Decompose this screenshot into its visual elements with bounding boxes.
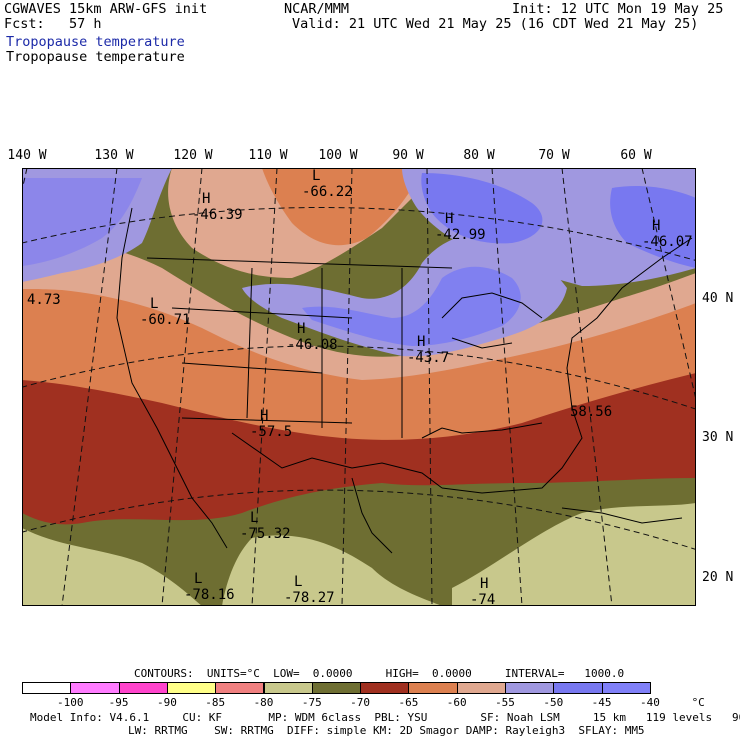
map-label-value: -46.07 [642,234,693,250]
lon-label-80w: 80 W [463,148,495,163]
colorbar-swatch [70,682,120,694]
colorbar-swatch [553,682,603,694]
map-label-value: -75.32 [240,526,291,542]
map-label-type: L [150,296,158,312]
map-label-value: -43.7 [407,350,449,366]
temp-band-khaki-se [452,503,696,606]
boundaries [116,207,693,554]
colorbar-level-label: -85 [205,696,226,709]
map-label-type: H [445,211,453,227]
temp-band-blue-west [22,178,142,266]
map-label-type: L [194,571,202,587]
field-title-2: Tropopause temperature [6,49,185,65]
model-info-line2: LW: RRTMG SW: RRTMG DIFF: simple KM: 2D … [128,724,645,737]
colorbar-level-label: -95 [108,696,129,709]
lon-label-120w: 120 W [173,148,213,163]
colorbar-level-label: -55 [495,696,515,709]
map-label-type: H [260,408,268,424]
colorbar-swatch [456,682,506,694]
lon-label-140w: 140 W [7,148,47,163]
colorbar-level-label: -65 [398,696,419,709]
map-label-value: -60.71 [140,312,191,328]
lon-label-90w: 90 W [392,148,424,163]
map-label-type: H [480,576,488,592]
init-time: Init: 12 UTC Mon 19 May 25 [512,1,724,17]
map-label-value: -46.39 [192,207,243,223]
model-title: CGWAVES 15km ARW-GFS init [4,1,208,17]
lon-label-70w: 70 W [538,148,570,163]
map-label-type: H [202,191,210,207]
map-label-type: L [312,168,320,184]
lat-label-30n: 30 N [702,430,734,445]
colorbar-level-label: -100 [57,696,84,709]
map-label-type: H [652,218,660,234]
colorbar-swatch [311,682,362,694]
org-label: NCAR/MMM [284,1,350,17]
map-label-value: -78.16 [184,587,235,603]
temp-band-salmon [22,228,696,380]
tropopause-temperature-map: L-66.22H-46.39 H-42.99H-46.074.73 L-60.71H… [22,168,696,606]
temp-band-khaki-mid [222,535,442,606]
colorbar-swatch [601,682,651,694]
map-label-type: H [417,334,425,350]
colorbar-swatch [215,682,265,694]
temp-band-orange [22,288,696,440]
temp-band-blue-hudson [421,173,543,244]
map-label-value: -66.22 [302,184,353,200]
colorbar-level-label: -45 [591,696,612,709]
map-label-value: 58.56 [570,404,612,420]
map-label-value: -74 [470,592,495,606]
lon-label-60w: 60 W [620,148,652,163]
map-label-value: -46.08 [287,337,338,353]
colorbar-swatch [408,682,458,694]
temp-band-khaki-sw [22,528,202,606]
colorbar-level-label: -90 [156,696,177,709]
colorbar-level-label: -70 [350,696,371,709]
map-label-type: L [294,574,302,590]
temp-band-blue-central [302,266,521,346]
colorbar-swatch [166,682,217,694]
colorbar-swatch [22,682,72,694]
temp-band-blue-east [610,186,696,268]
temp-band-orange-north [262,168,422,246]
lat-label-40n: 40 N [702,291,734,306]
colorbar-level-label: -40 [639,696,660,709]
map-label-type: H [297,321,305,337]
valid-time: Valid: 21 UTC Wed 21 May 25 (16 CDT Wed … [292,16,699,32]
map-label-value: -42.99 [435,227,486,243]
colorbar-level-label: °C [691,696,705,709]
colorbar-level-label: -75 [301,696,322,709]
lon-label-130w: 130 W [94,148,134,163]
colorbar-level-label: -50 [543,696,564,709]
map-label-value: -57.5 [250,424,292,440]
colorbar-swatch [360,682,410,694]
graticule [22,168,696,606]
model-info-line1: Model Info: V4.6.1 CU: KF MP: WDM 6class… [30,711,740,724]
map-label-type: L [250,510,258,526]
colorbar-swatch [263,682,313,694]
forecast-hour: Fcst: 57 h [4,16,102,32]
map-label-value: -78.27 [284,590,335,606]
contours-info: CONTOURS: UNITS=°C LOW= 0.0000 HIGH= 0.0… [134,667,625,680]
colorbar-swatch [118,682,168,694]
lon-label-110w: 110 W [248,148,288,163]
map-label-value: 4.73 [27,292,61,308]
colorbar-level-label: -80 [253,696,274,709]
lat-label-20n: 20 N [702,570,734,585]
colorbar-level-label: -60 [446,696,467,709]
map-frame [22,168,696,606]
colorbar-swatch [505,682,555,694]
field-title-1: Tropopause temperature [6,34,185,50]
lon-label-100w: 100 W [318,148,358,163]
